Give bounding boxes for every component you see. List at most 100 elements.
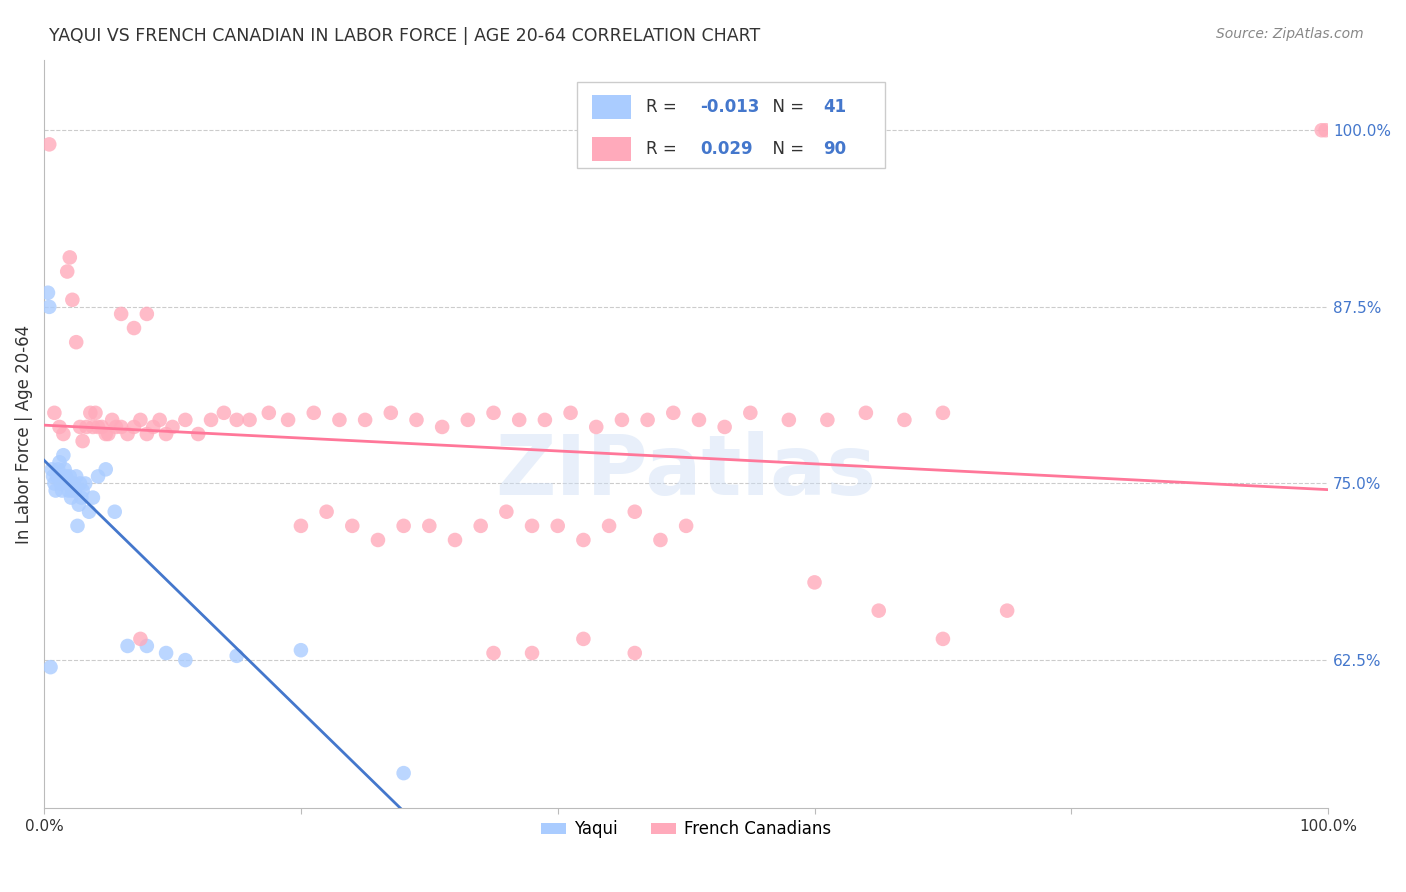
Point [97,427,120,442]
FancyBboxPatch shape [592,95,631,119]
Point [155,427,177,442]
Point [187,427,209,442]
Point [41,462,63,476]
Point [75,476,97,491]
Point [129,413,152,427]
Text: YAQUI VS FRENCH CANADIAN IN LABOR FORCE | AGE 20-64 CORRELATION CHART: YAQUI VS FRENCH CANADIAN IN LABOR FORCE … [49,27,761,45]
Point [56,264,79,278]
Point [315,505,337,519]
Point [129,632,152,646]
Point [290,643,312,657]
Point [82,491,104,505]
Point [174,653,197,667]
Point [1310,123,1333,137]
Point [893,413,915,427]
Point [76,420,98,434]
Point [66,519,89,533]
Point [135,427,157,442]
Point [444,533,467,547]
Point [46,462,69,476]
Text: ZIPatlas: ZIPatlas [496,431,876,512]
Point [803,575,825,590]
Point [65,335,87,350]
Point [94,427,117,442]
Point [70,491,93,505]
Point [117,639,139,653]
Point [637,413,659,427]
Point [662,406,685,420]
Point [547,519,569,533]
Point [598,519,620,533]
Text: R =: R = [647,98,682,116]
Point [495,505,517,519]
Point [38,137,60,152]
Point [46,469,69,483]
FancyBboxPatch shape [592,137,631,161]
Point [56,476,79,491]
Point [48,420,70,434]
Point [72,483,94,498]
Point [392,519,415,533]
FancyBboxPatch shape [576,82,886,169]
Point [430,420,453,434]
Point [225,413,247,427]
Point [60,293,83,307]
Point [257,406,280,420]
Point [122,420,145,434]
Point [688,413,710,427]
Point [79,406,101,420]
Point [623,646,645,660]
Point [482,646,505,660]
Point [55,469,77,483]
Point [162,420,184,434]
Point [72,434,94,448]
Point [37,285,59,300]
Point [380,406,402,420]
Point [367,533,389,547]
Point [174,413,197,427]
Point [713,420,735,434]
Text: N =: N = [762,140,804,159]
Point [534,413,557,427]
Point [1315,123,1337,137]
Point [60,483,83,498]
Point [572,533,595,547]
Point [470,519,492,533]
Point [225,648,247,663]
Point [354,413,377,427]
Point [110,307,132,321]
Point [855,406,877,420]
Point [932,632,955,646]
Point [90,420,112,434]
Text: 41: 41 [824,98,846,116]
Text: N =: N = [762,98,804,116]
Point [122,321,145,335]
Point [572,632,595,646]
Point [45,483,67,498]
Point [560,406,582,420]
Point [52,427,75,442]
Point [59,469,82,483]
Point [87,469,110,483]
Point [277,413,299,427]
Point [63,483,86,498]
Point [58,483,80,498]
Point [520,646,543,660]
Point [51,483,73,498]
Point [94,462,117,476]
Point [62,476,84,491]
Point [457,413,479,427]
Point [39,660,62,674]
Point [44,476,66,491]
Point [149,413,172,427]
Point [69,476,91,491]
Text: Source: ZipAtlas.com: Source: ZipAtlas.com [1216,27,1364,41]
Point [290,519,312,533]
Point [135,639,157,653]
Point [52,448,75,462]
Point [392,766,415,780]
Point [675,519,697,533]
Point [69,420,91,434]
Point [42,469,65,483]
Point [60,491,83,505]
